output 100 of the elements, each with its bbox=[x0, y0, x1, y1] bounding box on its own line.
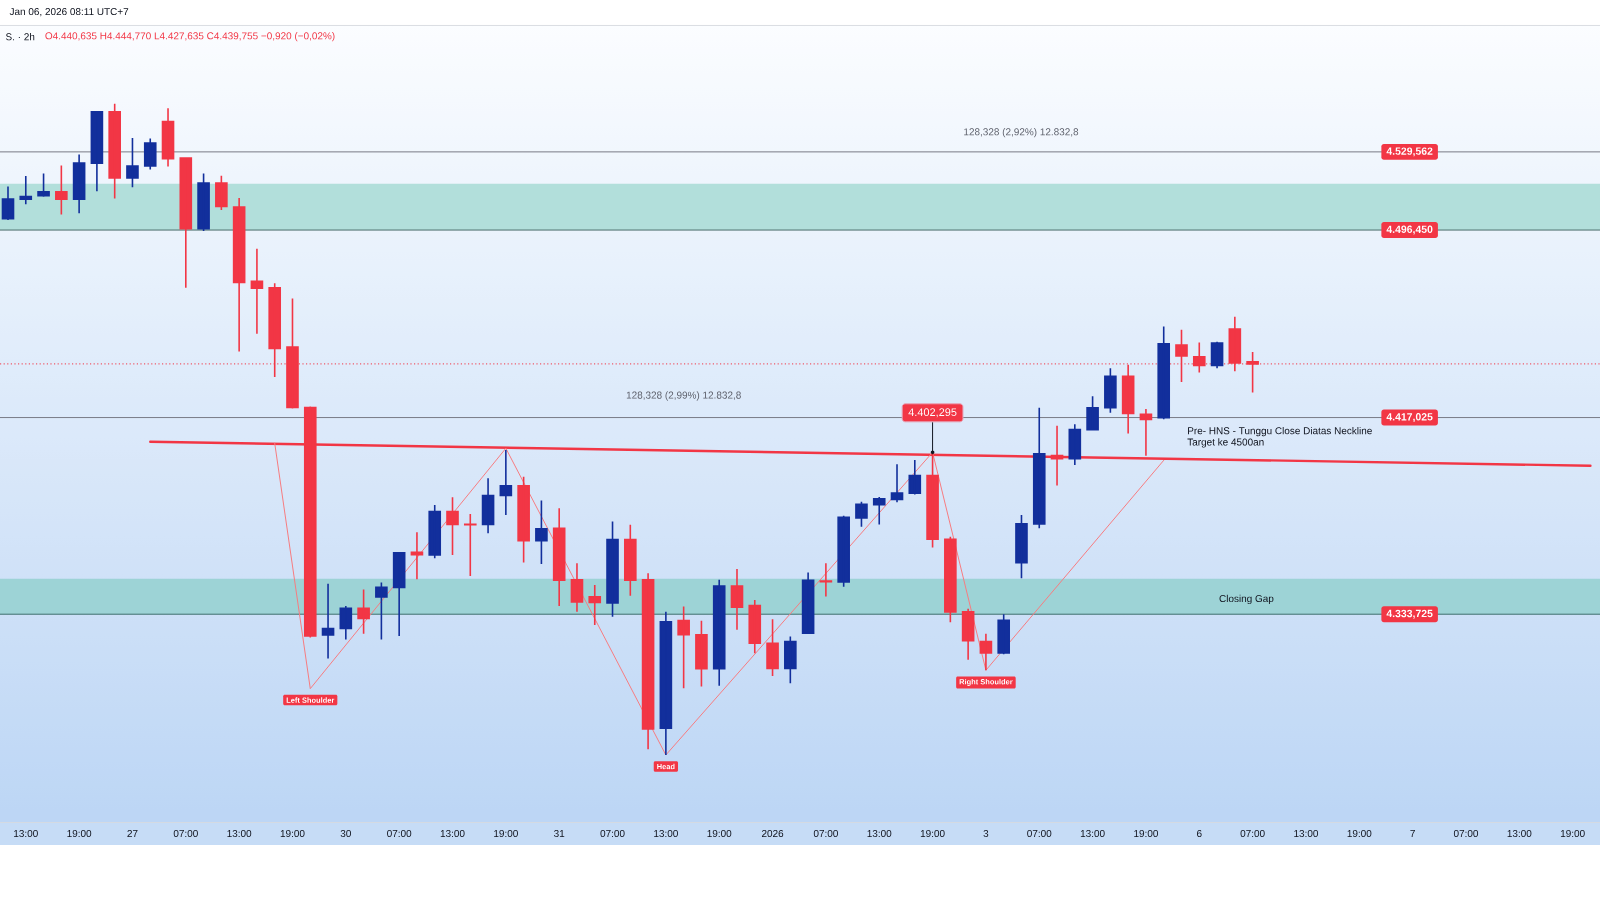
x-tick-label: 07:00 bbox=[387, 829, 412, 838]
x-tick-label: 2026 bbox=[761, 829, 784, 838]
x-tick-label: 07:00 bbox=[600, 829, 625, 838]
candlestick bbox=[1104, 367, 1117, 414]
candlestick bbox=[997, 613, 1011, 655]
candlestick bbox=[215, 174, 228, 211]
candlestick bbox=[499, 449, 513, 516]
annotation: 128,328 (2,92%) 12.832,8 bbox=[964, 128, 1079, 138]
candlestick bbox=[375, 581, 388, 641]
x-tick-label: 19:00 bbox=[67, 829, 92, 838]
x-tick-label: 07:00 bbox=[173, 829, 198, 838]
x-tick-label: 13:00 bbox=[1294, 829, 1319, 838]
candlestick bbox=[570, 562, 584, 613]
x-tick-label: 19:00 bbox=[1347, 829, 1372, 838]
annotation: Pre- HNS - Tunggu Close Diatas Neckline bbox=[1188, 426, 1372, 437]
candlestick bbox=[1210, 341, 1224, 370]
candlestick bbox=[339, 605, 353, 641]
ref-line-label: 4.496,450 bbox=[1386, 225, 1433, 235]
x-tick-label: 13:00 bbox=[654, 829, 678, 838]
candlestick bbox=[1, 185, 15, 221]
x-tick-label: 07:00 bbox=[1027, 829, 1052, 838]
candlestick bbox=[1157, 325, 1171, 421]
candlestick bbox=[819, 562, 833, 598]
candlestick bbox=[392, 551, 406, 637]
candlestick bbox=[606, 520, 619, 618]
x-tick-label: 3 bbox=[983, 829, 989, 838]
candlestick bbox=[126, 137, 139, 188]
annotation: O4.440,635 H4.444,770 L4.427,635 C4.439,755 −0,920 (−0,02%) bbox=[45, 32, 335, 42]
candlestick bbox=[232, 197, 246, 353]
x-tick-label: 27 bbox=[127, 830, 138, 837]
candlestick bbox=[161, 107, 175, 168]
x-tick-label: 13:00 bbox=[1507, 829, 1532, 838]
x-tick-label: 13:00 bbox=[227, 829, 252, 838]
candlestick bbox=[1175, 329, 1188, 383]
candlestick bbox=[428, 504, 442, 560]
x-tick-label: 31 bbox=[554, 829, 565, 838]
candlestick bbox=[748, 599, 762, 655]
candlestick bbox=[357, 588, 370, 635]
candlestick bbox=[695, 619, 708, 688]
candlestick bbox=[641, 572, 655, 751]
x-tick-label: 19:00 bbox=[1560, 829, 1585, 838]
annotation: 128,328 (2,99%) 12.832,8 bbox=[626, 391, 741, 401]
candlestick bbox=[1086, 395, 1099, 432]
candlestick bbox=[410, 531, 424, 581]
x-tick-label: 19:00 bbox=[494, 829, 518, 838]
candlestick bbox=[766, 618, 779, 677]
chart-title: Jan 06, 2026 08:11 UTC+7 bbox=[9, 8, 129, 17]
x-tick-label: 7 bbox=[1410, 830, 1415, 837]
x-tick-label: 13:00 bbox=[867, 829, 892, 838]
x-tick-label: 19:00 bbox=[920, 829, 945, 838]
x-tick-label: 19:00 bbox=[707, 829, 732, 838]
x-tick-label: 30 bbox=[340, 829, 351, 838]
candlestick bbox=[624, 524, 637, 597]
candlestick bbox=[979, 632, 993, 672]
candlestick bbox=[872, 496, 886, 526]
candlestick bbox=[837, 515, 850, 588]
candlestick bbox=[784, 635, 797, 685]
candlestick bbox=[463, 513, 477, 577]
band-label: Closing Gap bbox=[1219, 594, 1274, 605]
candlestick bbox=[179, 156, 193, 289]
candlestick bbox=[712, 579, 726, 687]
candlestick bbox=[197, 172, 210, 232]
candlestick bbox=[961, 608, 975, 661]
candlestick bbox=[677, 605, 690, 689]
candlestick bbox=[517, 475, 530, 564]
x-tick-label: 13:00 bbox=[14, 829, 38, 838]
candlestick bbox=[730, 568, 744, 631]
candlestick bbox=[1032, 406, 1046, 530]
candlestick bbox=[535, 499, 548, 565]
x-tick-label: 19:00 bbox=[1134, 829, 1159, 838]
x-tick-label: 07:00 bbox=[813, 829, 838, 838]
candlestick bbox=[72, 153, 86, 214]
candlestick bbox=[250, 248, 264, 335]
candlestick bbox=[108, 103, 121, 200]
annotation: 4.402,295 bbox=[908, 408, 957, 418]
candlestick bbox=[552, 507, 566, 607]
candlestick bbox=[446, 496, 459, 556]
x-tick-label: 13:00 bbox=[1080, 829, 1105, 838]
text: S. · 2h bbox=[5, 33, 35, 41]
x-tick-label: 07:00 bbox=[1240, 829, 1265, 838]
x-tick-label: 19:00 bbox=[280, 829, 305, 838]
candlestick bbox=[90, 110, 104, 193]
candlestick bbox=[588, 584, 602, 626]
x-tick-label: 13:00 bbox=[440, 829, 465, 838]
x-tick-label: 6 bbox=[1197, 829, 1202, 838]
ref-line-label: 4.417,025 bbox=[1386, 413, 1433, 423]
candlestick bbox=[37, 172, 50, 198]
annotation: Target ke 4500an bbox=[1187, 438, 1264, 448]
candlestick bbox=[890, 463, 904, 504]
candlestick bbox=[143, 137, 157, 171]
candlestick bbox=[855, 500, 868, 528]
candlestick bbox=[908, 459, 922, 496]
candlestick bbox=[1015, 514, 1028, 579]
ref-line-label: 4.333,725 bbox=[1386, 609, 1433, 619]
candlestick bbox=[481, 477, 495, 535]
candlestick bbox=[19, 175, 33, 205]
candlestick bbox=[659, 610, 673, 756]
candlestick bbox=[321, 583, 335, 660]
candlestick bbox=[944, 536, 957, 624]
candlestick bbox=[1068, 423, 1082, 466]
